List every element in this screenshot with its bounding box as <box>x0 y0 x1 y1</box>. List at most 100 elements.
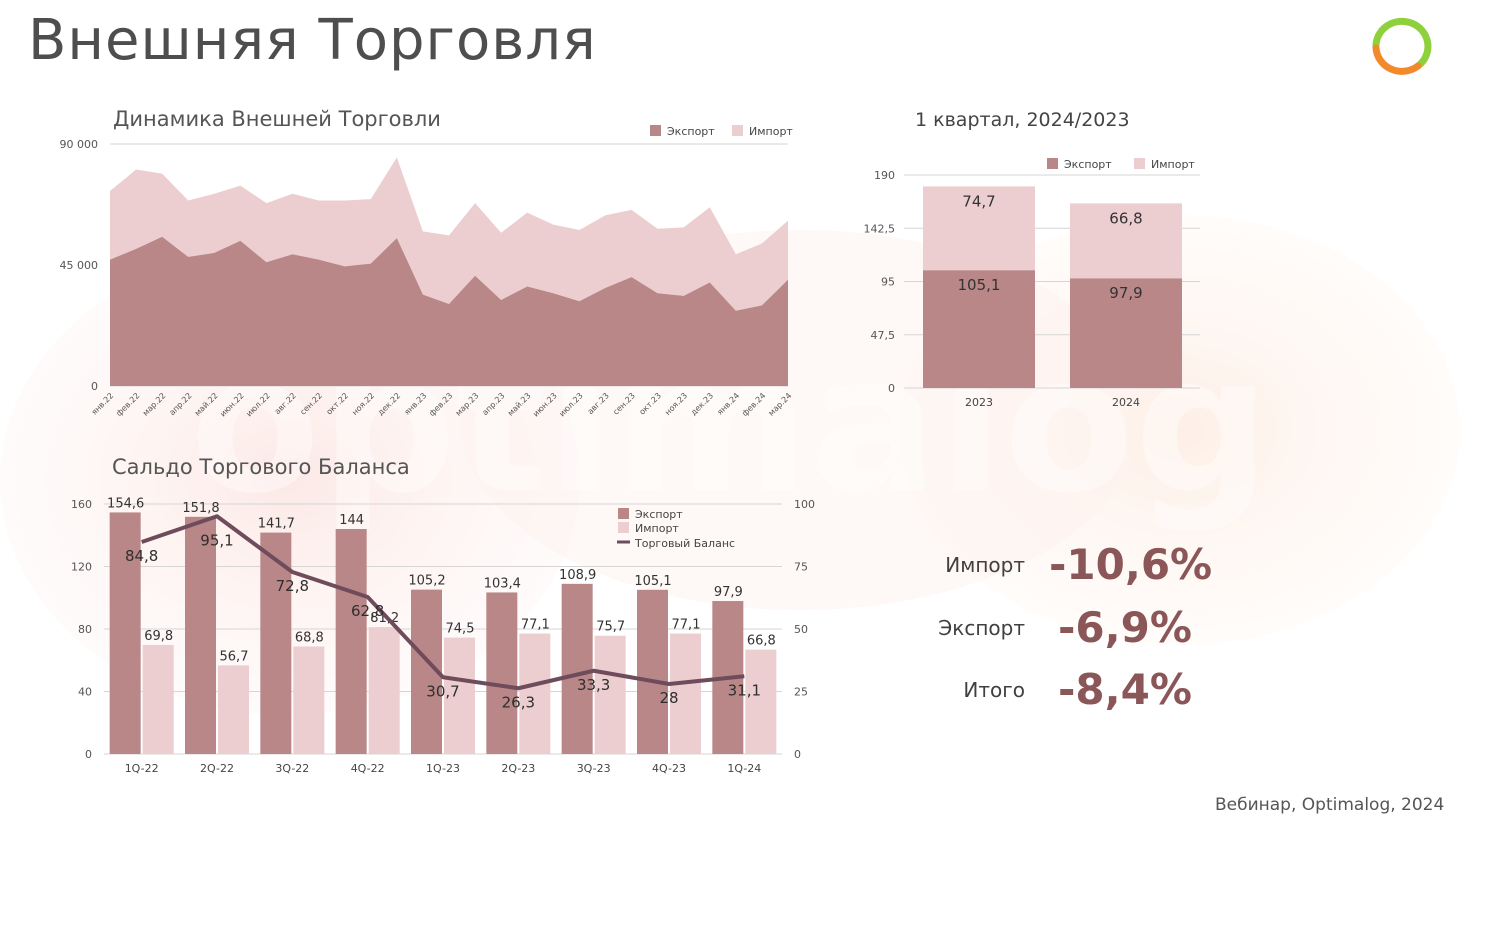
kpi-value: -6,9% <box>1058 603 1192 652</box>
balance-label: 28 <box>659 689 678 707</box>
x-tick-label: апр.22 <box>168 391 194 417</box>
x-tick-label: 4Q-22 <box>351 762 385 775</box>
x-tick-label: окт.23 <box>637 391 663 417</box>
x-tick-label: 2024 <box>1112 396 1140 409</box>
balance-label: 31,1 <box>728 681 761 699</box>
logo-ring-orange <box>1372 44 1422 75</box>
x-tick-label: 4Q-23 <box>652 762 686 775</box>
x-tick-label: 2023 <box>965 396 993 409</box>
kpi-value: -8,4% <box>1058 665 1192 714</box>
data-label: 74,5 <box>446 622 475 637</box>
y-tick-label: 95 <box>881 276 895 289</box>
data-label: 151,8 <box>182 501 219 516</box>
kpi-label: Итого <box>963 678 1025 702</box>
bar-export <box>637 589 668 754</box>
data-label: 69,8 <box>144 629 173 644</box>
x-tick-label: янв.22 <box>90 391 116 417</box>
kpi-label: Импорт <box>945 553 1025 577</box>
data-label: 74,7 <box>962 192 995 210</box>
data-label: 141,7 <box>258 517 295 532</box>
data-label: 75,7 <box>596 620 625 635</box>
x-tick-label: янв.23 <box>403 391 429 417</box>
balance-label: 72,8 <box>276 577 309 595</box>
legend-swatch-import <box>1134 158 1145 169</box>
bar-export <box>335 529 367 754</box>
data-label: 154,6 <box>107 496 144 511</box>
data-label: 105,2 <box>408 574 445 589</box>
legend-label-import: Импорт <box>1151 158 1195 171</box>
logo-ring-green <box>1372 17 1432 70</box>
quarter-comparison-chart: 1 квартал, 2024/2023 Экспорт Импорт 0 47,5 95… <box>864 109 1200 409</box>
x-tick-label: фев.22 <box>114 391 141 418</box>
dynamics-chart: Динамика Внешней Торговли 0 45 000 90 000 ян… <box>60 107 794 419</box>
bar-import <box>745 649 777 754</box>
x-tick-label: сен.22 <box>298 391 324 417</box>
x-tick-label: авг.22 <box>273 391 298 416</box>
y-tick-label: 190 <box>874 169 895 182</box>
y-tick-label: 45 000 <box>60 259 99 272</box>
legend-swatch-export <box>618 508 629 519</box>
y-tick-label: 160 <box>71 498 92 511</box>
x-tick-label: апр.23 <box>480 391 506 417</box>
legend-swatch-import <box>732 125 743 136</box>
x-tick-label: июн.22 <box>218 391 245 418</box>
y2-tick-label: 50 <box>794 623 808 636</box>
x-tick-label: 1Q-23 <box>426 762 460 775</box>
bar-import <box>142 644 174 754</box>
y-tick-label: 47,5 <box>871 329 896 342</box>
bar-export <box>185 516 216 754</box>
x-tick-label: июл.22 <box>244 391 271 418</box>
y-tick-label: 0 <box>91 380 98 393</box>
x-tick-label: ноя.23 <box>663 391 689 417</box>
x-tick-label: июл.23 <box>557 391 584 418</box>
y2-tick-label: 0 <box>794 748 801 761</box>
bar-export <box>1070 278 1182 388</box>
data-label: 56,7 <box>220 649 249 664</box>
export-area <box>110 236 788 386</box>
y-tick-label: 40 <box>78 686 92 699</box>
balance-label: 62,8 <box>351 602 384 620</box>
legend-label-import: Импорт <box>749 125 793 138</box>
balance-label: 26,3 <box>502 693 535 711</box>
x-tick-label: дек.23 <box>689 391 715 417</box>
footer-credit: Вебинар, Optimalog, 2024 <box>1215 795 1445 815</box>
y-tick-label: 142,5 <box>864 222 896 235</box>
y-tick-label: 0 <box>888 382 895 395</box>
data-label: 68,8 <box>295 631 324 646</box>
x-tick-label: окт.22 <box>325 391 351 417</box>
chart-title: 1 квартал, 2024/2023 <box>915 109 1130 131</box>
bar-import <box>594 635 626 754</box>
x-tick-label: 3Q-22 <box>275 762 309 775</box>
y2-tick-label: 25 <box>794 686 808 699</box>
balance-label: 84,8 <box>125 547 158 565</box>
data-label: 108,9 <box>559 568 596 583</box>
y-tick-label: 90 000 <box>60 138 99 151</box>
data-label: 77,1 <box>672 618 701 633</box>
x-tick-label: фев.24 <box>740 391 767 418</box>
balance-label: 33,3 <box>577 676 610 694</box>
x-tick-label: мар.22 <box>141 391 168 418</box>
bar-export <box>923 270 1035 388</box>
x-tick-label: мар.23 <box>454 391 481 418</box>
x-tick-label: 3Q-23 <box>577 762 611 775</box>
legend-swatch-export <box>650 125 661 136</box>
chart-title: Сальдо Торгового Баланса <box>112 455 410 479</box>
legend-label-balance: Торговый Баланс <box>634 537 735 550</box>
data-label: 66,8 <box>747 634 776 649</box>
x-tick-label: фев.23 <box>427 391 454 418</box>
data-label: 77,1 <box>521 618 550 633</box>
trade-balance-chart: Сальдо Торгового Баланса 0 40 80 120 160 0 25 50… <box>71 455 815 775</box>
x-tick-label: 1Q-22 <box>125 762 159 775</box>
bar-import <box>670 633 701 754</box>
y-tick-label: 120 <box>71 561 92 574</box>
kpi-panel: Импорт -10,6% Экспорт -6,9% Итого -8,4% <box>938 540 1212 714</box>
chart-title: Динамика Внешней Торговли <box>113 107 441 131</box>
bar-export <box>561 583 593 754</box>
data-label: 144 <box>339 513 364 528</box>
legend-swatch-import <box>618 522 629 533</box>
y2-tick-label: 75 <box>794 561 808 574</box>
x-tick-label: 1Q-24 <box>727 762 761 775</box>
legend-label-import: Импорт <box>635 522 679 535</box>
optimalog-logo <box>1372 17 1432 75</box>
bar-import <box>368 627 400 754</box>
